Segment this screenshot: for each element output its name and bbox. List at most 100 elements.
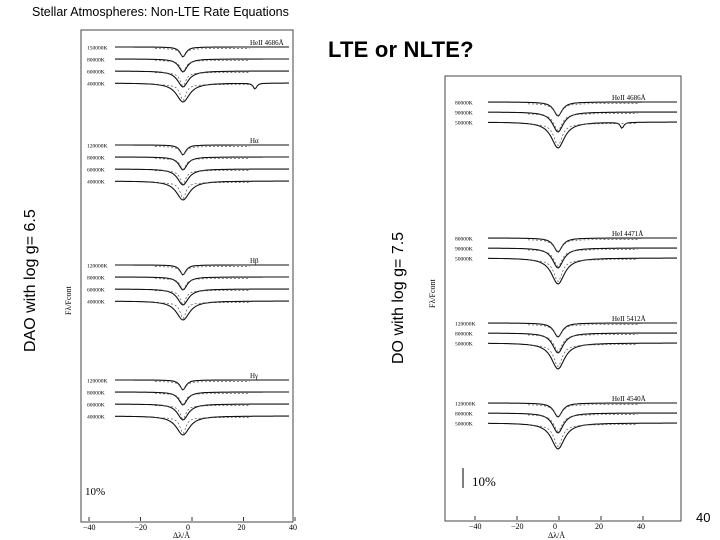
temperature-label: 90000K bbox=[455, 247, 473, 253]
temperature-label: 150000K bbox=[87, 46, 108, 52]
left-panel-side-label: DAO with log g= 6.5 bbox=[22, 209, 39, 352]
spectrum-curve bbox=[488, 342, 677, 370]
spectral-line-label: HeII 5412Å bbox=[612, 315, 646, 323]
temperature-label: 50000K bbox=[455, 257, 473, 263]
left-x-ticks: −40 −20 0 20 40 bbox=[83, 517, 297, 532]
temperature-label: 40000K bbox=[87, 415, 105, 421]
lte-comparison-curve bbox=[155, 278, 250, 290]
lte-comparison-curve bbox=[155, 48, 250, 58]
left-y-axis-label: Fλ/Fcont bbox=[64, 285, 73, 315]
spectrum-curve bbox=[115, 415, 289, 436]
temperature-label: 120000K bbox=[455, 402, 476, 408]
temperature-label: 80000K bbox=[87, 391, 105, 397]
spectral-line-label: HeI 4471Å bbox=[612, 230, 643, 238]
spectrum-curve bbox=[488, 247, 677, 269]
spectrum-curve bbox=[115, 156, 289, 171]
lte-comparison-curve bbox=[528, 334, 638, 352]
spectrum-curve bbox=[115, 264, 289, 276]
temperature-label: 40000K bbox=[87, 82, 105, 88]
temperature-label: 60000K bbox=[87, 168, 105, 174]
spectrum-curve bbox=[115, 276, 289, 291]
spectrum-curve bbox=[114, 70, 289, 88]
spectrum-curve bbox=[488, 111, 677, 133]
right-figure-frame bbox=[444, 75, 682, 522]
spectrum-curve bbox=[488, 422, 677, 450]
temperature-label: 60000K bbox=[87, 70, 105, 76]
x-tick-label: −20 bbox=[511, 522, 524, 531]
spectral-line-label: Hβ bbox=[250, 257, 259, 265]
temperature-label: 80000K bbox=[455, 332, 473, 338]
spectrum-curve bbox=[115, 180, 289, 201]
temperature-label: 60000K bbox=[87, 288, 105, 294]
temperature-label: 50000K bbox=[455, 342, 473, 348]
lte-comparison-curve bbox=[155, 266, 250, 276]
temperature-label: 80000K bbox=[455, 412, 473, 418]
spectrum-curve bbox=[115, 82, 289, 103]
spectrum-curve bbox=[488, 101, 677, 117]
lte-comparison-curve bbox=[155, 381, 250, 391]
spectrum-curve bbox=[488, 402, 677, 418]
spectrum-curve bbox=[114, 168, 289, 186]
temperature-label: 80000K bbox=[87, 276, 105, 282]
lte-comparison-curve bbox=[155, 60, 250, 72]
slide-title: LTE or NLTE? bbox=[328, 37, 474, 62]
spectrum-curve bbox=[114, 403, 289, 421]
left-spectra-figure: HeII 4686Å 150000K 80000K 60000K 40000K Hα 120… bbox=[64, 29, 297, 540]
spectrum-curve bbox=[115, 58, 289, 73]
temperature-label: 50000K bbox=[455, 121, 473, 127]
spectrum-curve bbox=[114, 288, 289, 306]
left-figure-frame bbox=[80, 29, 294, 523]
spectral-line-label: HeII 4686Å bbox=[250, 39, 284, 47]
x-tick-label: 20 bbox=[238, 523, 246, 532]
x-tick-label: 20 bbox=[595, 522, 603, 531]
spectrum-curve bbox=[488, 257, 677, 285]
temperature-label: 120000K bbox=[455, 322, 476, 328]
slide-page-number: 40 bbox=[696, 510, 711, 525]
x-tick-label: 0 bbox=[186, 523, 190, 532]
right-y-axis-label: Fλ/Fcont bbox=[428, 278, 437, 308]
temperature-label: 50000K bbox=[455, 422, 473, 428]
x-tick-label: −40 bbox=[83, 523, 96, 532]
temperature-label: 90000K bbox=[455, 111, 473, 117]
spectral-line-label: HeII 4540Å bbox=[612, 395, 646, 403]
spectrum-curve bbox=[488, 237, 677, 253]
lte-comparison-curve bbox=[154, 417, 250, 434]
temperature-label: 120000K bbox=[87, 264, 108, 270]
temperature-label: 80000K bbox=[87, 156, 105, 162]
right-spectra-curves bbox=[487, 101, 677, 450]
left-spectra-labels: HeII 4686Å 150000K 80000K 60000K 40000K Hα 120… bbox=[87, 39, 284, 421]
right-x-ticks: −40 −20 0 20 40 bbox=[469, 516, 645, 531]
spectral-line-label: HeII 4686Å bbox=[612, 94, 646, 102]
temperature-label: 120000K bbox=[87, 144, 108, 150]
spectrum-curve bbox=[487, 121, 677, 149]
x-tick-label: −20 bbox=[135, 523, 148, 532]
lte-comparison-curve bbox=[155, 158, 250, 170]
spectrum-curve bbox=[115, 391, 289, 406]
right-scale-bar-label: 10% bbox=[472, 474, 496, 489]
x-tick-label: 40 bbox=[637, 522, 645, 531]
spectrum-curve bbox=[488, 412, 677, 434]
lte-comparison-curve bbox=[154, 182, 250, 199]
temperature-label: 120000K bbox=[87, 379, 108, 385]
slide-header: Stellar Atmospheres: Non-LTE Rate Equati… bbox=[32, 5, 289, 19]
right-panel-side-label: DO with log g= 7.5 bbox=[390, 231, 407, 364]
left-x-axis-label: Δλ/Å bbox=[173, 531, 190, 540]
right-spectra-labels: HeII 4686Å 80000K 90000K 50000K HeI 4471Å 800… bbox=[455, 94, 646, 428]
lte-comparison-curve bbox=[155, 146, 250, 156]
lte-comparison-curve bbox=[527, 259, 638, 283]
lte-comparison-curve bbox=[527, 424, 638, 448]
temperature-label: 80000K bbox=[455, 101, 473, 107]
x-tick-label: 0 bbox=[553, 522, 557, 531]
spectrum-curve bbox=[115, 300, 289, 321]
lte-comparison-curve bbox=[528, 113, 638, 131]
lte-comparison-curve bbox=[528, 414, 638, 432]
x-tick-label: −40 bbox=[469, 522, 482, 531]
lte-comparison-curve bbox=[154, 302, 250, 319]
lte-comparison-curve bbox=[528, 249, 638, 267]
spectrum-curve bbox=[488, 332, 677, 354]
temperature-label: 40000K bbox=[87, 300, 105, 306]
lte-comparison-curve bbox=[154, 84, 250, 101]
right-spectra-figure: HeII 4686Å 80000K 90000K 50000K HeI 4471Å 800… bbox=[428, 75, 682, 540]
lte-comparison-curve bbox=[527, 344, 638, 368]
x-tick-label: 40 bbox=[289, 523, 297, 532]
